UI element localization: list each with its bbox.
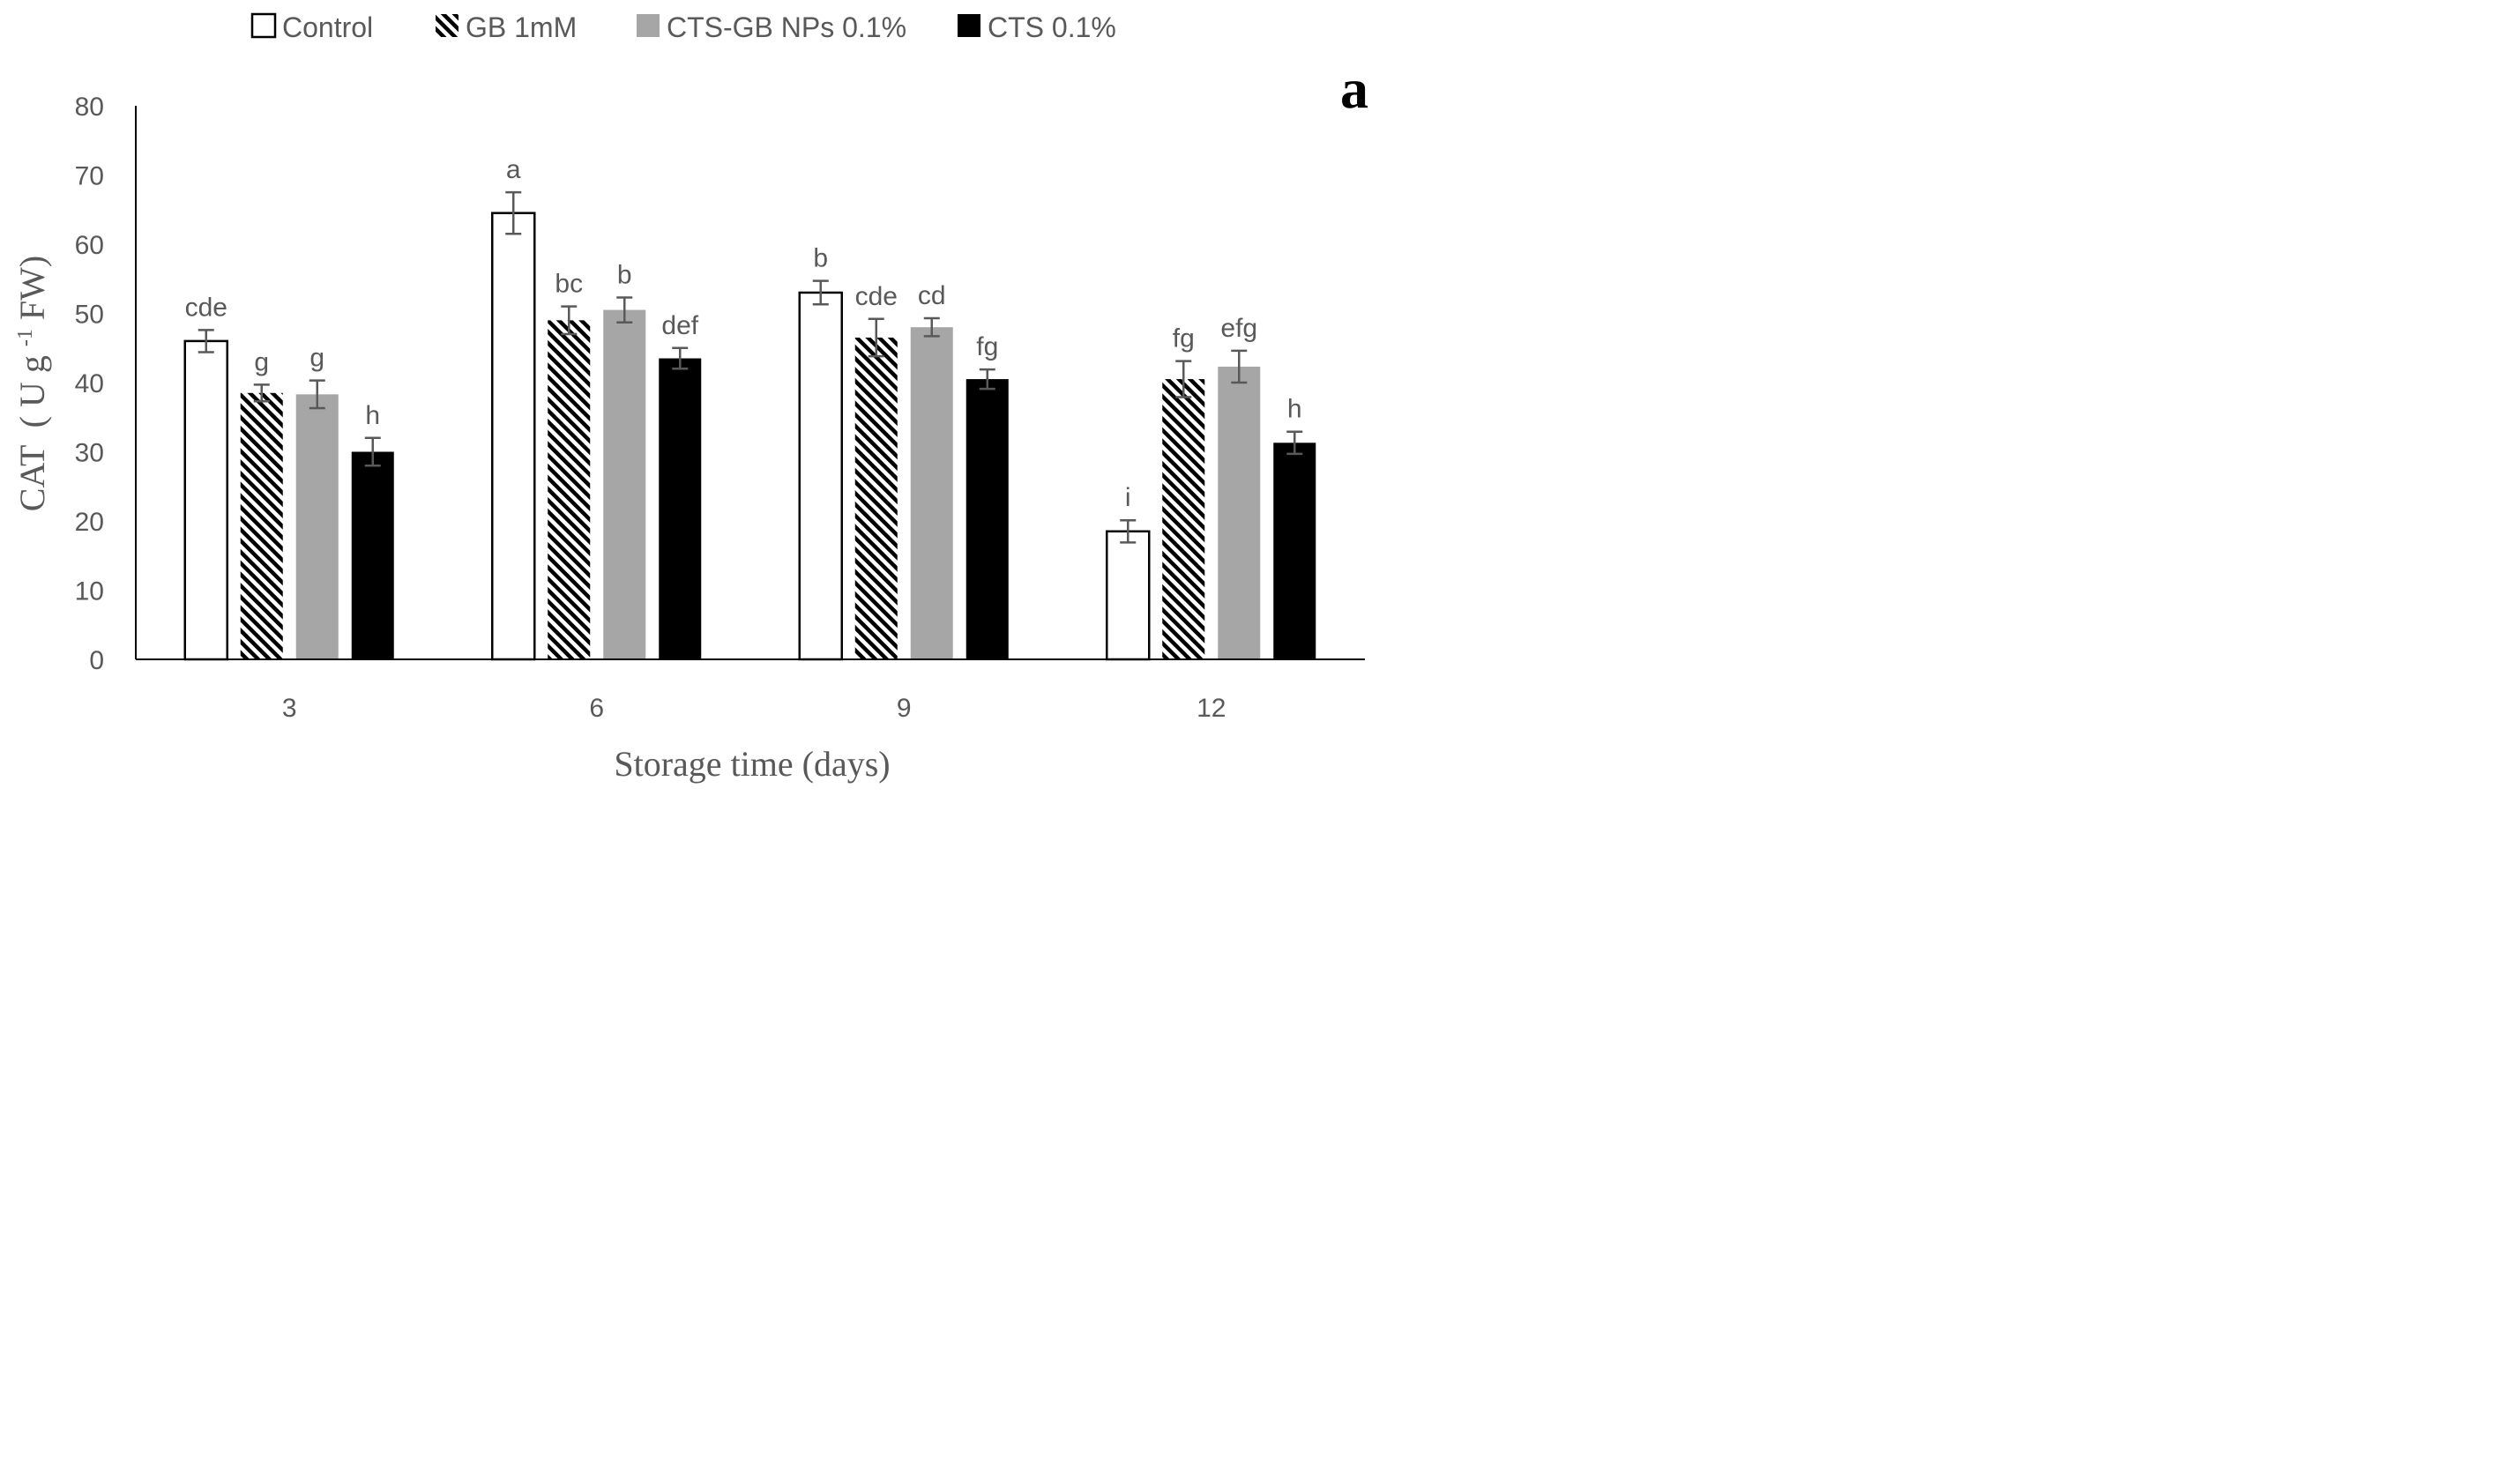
significance-letter: bc bbox=[555, 270, 583, 299]
significance-letter: h bbox=[365, 401, 380, 430]
bar-cts-0-1 bbox=[966, 379, 1009, 659]
bar-cts-gb-nps-0-1 bbox=[910, 327, 953, 659]
error-bar bbox=[979, 368, 995, 391]
error-bar bbox=[923, 316, 940, 338]
error-bar bbox=[812, 279, 829, 306]
error-bars bbox=[198, 190, 1303, 544]
bar-cts-0-1 bbox=[659, 358, 702, 659]
legend-label: CTS 0.1% bbox=[988, 11, 1116, 43]
y-axis-title-unit: ( U g bbox=[12, 355, 52, 428]
y-tick-label: 10 bbox=[75, 577, 104, 606]
bar-gb-1mm bbox=[1162, 379, 1205, 659]
error-bar bbox=[198, 329, 214, 353]
y-tick-label: 70 bbox=[75, 162, 104, 191]
bar-cts-gb-nps-0-1 bbox=[603, 309, 646, 659]
significance-letter: def bbox=[661, 311, 698, 340]
significance-letter: cde bbox=[185, 293, 227, 322]
bar-control bbox=[491, 212, 536, 661]
error-bar bbox=[1231, 349, 1248, 384]
x-tick-label: 6 bbox=[589, 694, 604, 723]
legend-swatch bbox=[250, 12, 277, 39]
bar-gb-1mm bbox=[240, 392, 283, 659]
bar-cts-0-1 bbox=[351, 451, 394, 659]
legend-label: Control bbox=[282, 11, 373, 43]
error-bar bbox=[253, 383, 270, 403]
legend: Control GB 1mM CTS-GB NPs 0.1% CTS 0.1% bbox=[250, 11, 1116, 43]
legend-label: GB 1mM bbox=[466, 11, 577, 43]
y-tick-label: 40 bbox=[75, 369, 104, 398]
x-tick-label: 9 bbox=[897, 694, 912, 723]
significance-letter: b bbox=[617, 260, 632, 289]
y-axis-title-unit-end: FW) bbox=[12, 256, 52, 320]
y-axis-title-prefix: CAT bbox=[12, 445, 52, 511]
significance-letter: cde bbox=[855, 282, 898, 311]
legend-swatch bbox=[637, 14, 660, 37]
bar-cts-gb-nps-0-1 bbox=[1218, 366, 1261, 659]
y-tick-label: 30 bbox=[75, 439, 104, 468]
error-bar bbox=[561, 305, 578, 336]
x-axis-title: Storage time (days) bbox=[614, 744, 890, 784]
significance-letter: fg bbox=[1173, 324, 1195, 353]
error-bar bbox=[672, 346, 689, 370]
x-tick-label: 3 bbox=[282, 694, 297, 723]
panel-label: a bbox=[1340, 57, 1368, 120]
y-tick-label: 80 bbox=[75, 93, 104, 122]
bar-cts-0-1 bbox=[1273, 443, 1316, 659]
significance-letter: g bbox=[254, 347, 269, 376]
y-tick-label: 20 bbox=[75, 508, 104, 537]
significance-letter: b bbox=[813, 244, 828, 273]
cat-bar-chart: Control GB 1mM CTS-GB NPs 0.1% CTS 0.1% a C… bbox=[0, 11, 1368, 784]
bar-control bbox=[798, 291, 843, 661]
error-bar bbox=[364, 436, 381, 467]
error-bar bbox=[1120, 518, 1137, 544]
bar-series bbox=[183, 212, 1316, 661]
y-tick-label: 50 bbox=[75, 301, 104, 330]
error-bar bbox=[309, 379, 325, 410]
bar-control bbox=[183, 339, 228, 661]
y-axis-ticks: 0 10 20 30 40 50 60 70 80 bbox=[75, 93, 104, 675]
y-tick-label: 60 bbox=[75, 231, 104, 260]
bar-gb-1mm bbox=[548, 320, 591, 659]
significance-letter: efg bbox=[1220, 314, 1257, 343]
significance-letter: cd bbox=[918, 281, 946, 310]
bar-cts-gb-nps-0-1 bbox=[295, 394, 339, 659]
significance-letter: a bbox=[506, 155, 521, 184]
error-bar bbox=[616, 296, 633, 324]
significance-letter: i bbox=[1125, 483, 1131, 512]
bar-gb-1mm bbox=[854, 337, 898, 659]
error-bar bbox=[1175, 360, 1192, 398]
legend-label: CTS-GB NPs 0.1% bbox=[667, 11, 906, 43]
y-axis-title-superscript: -1 bbox=[14, 329, 37, 346]
significance-letter: g bbox=[309, 344, 324, 373]
y-tick-label: 0 bbox=[89, 646, 104, 675]
x-axis-ticks: 3 6 9 12 bbox=[282, 694, 1226, 723]
error-bar bbox=[505, 190, 522, 235]
y-axis-title: CAT ( U g -1 FW) bbox=[0, 256, 52, 511]
bar-control bbox=[1106, 530, 1151, 661]
legend-swatch bbox=[958, 14, 980, 37]
legend-swatch bbox=[436, 14, 459, 37]
error-bar bbox=[868, 317, 884, 358]
significance-letter: h bbox=[1287, 395, 1302, 424]
significance-letter: fg bbox=[976, 332, 998, 361]
x-tick-label: 12 bbox=[1197, 694, 1226, 723]
error-bar bbox=[1286, 430, 1303, 456]
